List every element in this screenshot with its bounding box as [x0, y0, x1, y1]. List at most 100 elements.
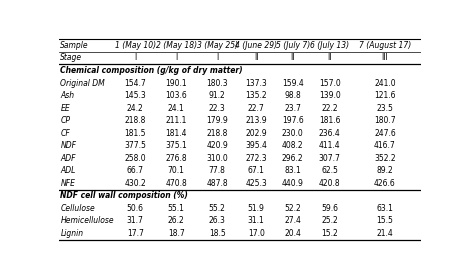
Text: 27.4: 27.4 [285, 216, 301, 225]
Text: 272.3: 272.3 [245, 154, 267, 163]
Text: I: I [134, 53, 136, 62]
Text: 211.1: 211.1 [166, 116, 187, 125]
Text: 63.1: 63.1 [376, 204, 394, 213]
Text: 3 (May 25): 3 (May 25) [197, 41, 238, 50]
Text: II: II [291, 53, 295, 62]
Text: 157.0: 157.0 [319, 79, 341, 88]
Text: Hemicellulose: Hemicellulose [60, 216, 114, 225]
Text: 430.2: 430.2 [124, 179, 146, 188]
Text: 181.6: 181.6 [319, 116, 341, 125]
Text: 236.4: 236.4 [319, 129, 341, 138]
Text: 55.1: 55.1 [168, 204, 185, 213]
Text: 51.9: 51.9 [248, 204, 264, 213]
Text: Cellulose: Cellulose [60, 204, 95, 213]
Text: 67.1: 67.1 [248, 166, 264, 175]
Text: I: I [175, 53, 177, 62]
Text: 213.9: 213.9 [245, 116, 267, 125]
Text: 83.1: 83.1 [285, 166, 301, 175]
Text: 7 (August 17): 7 (August 17) [359, 41, 411, 50]
Text: 23.5: 23.5 [376, 104, 394, 113]
Text: 23.7: 23.7 [285, 104, 301, 113]
Text: 24.1: 24.1 [168, 104, 184, 113]
Text: 276.8: 276.8 [165, 154, 187, 163]
Text: I: I [216, 53, 218, 62]
Text: 137.3: 137.3 [245, 79, 267, 88]
Text: 15.2: 15.2 [322, 229, 338, 238]
Text: 145.3: 145.3 [124, 91, 146, 100]
Text: 5 (July 7): 5 (July 7) [276, 41, 310, 50]
Text: 98.8: 98.8 [285, 91, 301, 100]
Text: 6 (July 13): 6 (July 13) [310, 41, 350, 50]
Text: 50.6: 50.6 [127, 204, 144, 213]
Text: 375.1: 375.1 [165, 141, 187, 150]
Text: 139.0: 139.0 [319, 91, 341, 100]
Text: 20.4: 20.4 [285, 229, 301, 238]
Text: 307.7: 307.7 [319, 154, 341, 163]
Text: Lignin: Lignin [60, 229, 83, 238]
Text: 180.3: 180.3 [206, 79, 228, 88]
Text: 408.2: 408.2 [282, 141, 304, 150]
Text: CP: CP [60, 116, 70, 125]
Text: II: II [254, 53, 258, 62]
Text: 66.7: 66.7 [127, 166, 144, 175]
Text: 241.0: 241.0 [374, 79, 396, 88]
Text: CF: CF [60, 129, 70, 138]
Text: 470.8: 470.8 [165, 179, 187, 188]
Text: 180.7: 180.7 [374, 116, 396, 125]
Text: NFE: NFE [60, 179, 75, 188]
Text: 426.6: 426.6 [374, 179, 396, 188]
Text: 420.9: 420.9 [206, 141, 228, 150]
Text: 26.3: 26.3 [209, 216, 226, 225]
Text: 52.2: 52.2 [285, 204, 301, 213]
Text: 247.6: 247.6 [374, 129, 396, 138]
Text: 487.8: 487.8 [206, 179, 228, 188]
Text: 21.4: 21.4 [377, 229, 393, 238]
Text: Ash: Ash [60, 91, 74, 100]
Text: 22.2: 22.2 [322, 104, 338, 113]
Text: NDF: NDF [60, 141, 76, 150]
Text: 89.2: 89.2 [377, 166, 393, 175]
Text: 181.4: 181.4 [166, 129, 187, 138]
Text: 440.9: 440.9 [282, 179, 304, 188]
Text: 154.7: 154.7 [124, 79, 146, 88]
Text: 59.6: 59.6 [322, 204, 338, 213]
Text: 70.1: 70.1 [168, 166, 185, 175]
Text: 190.1: 190.1 [165, 79, 187, 88]
Text: 18.7: 18.7 [168, 229, 184, 238]
Text: Stage: Stage [60, 53, 82, 62]
Text: 411.4: 411.4 [319, 141, 341, 150]
Text: 230.0: 230.0 [282, 129, 304, 138]
Text: 22.3: 22.3 [209, 104, 226, 113]
Text: 258.0: 258.0 [124, 154, 146, 163]
Text: 310.0: 310.0 [206, 154, 228, 163]
Text: 416.7: 416.7 [374, 141, 396, 150]
Text: 77.8: 77.8 [209, 166, 226, 175]
Text: NDF cell wall composition (%): NDF cell wall composition (%) [60, 191, 188, 200]
Text: EE: EE [60, 104, 70, 113]
Text: 26.2: 26.2 [168, 216, 184, 225]
Text: 218.8: 218.8 [124, 116, 146, 125]
Text: 4 (June 29): 4 (June 29) [235, 41, 277, 50]
Text: 352.2: 352.2 [374, 154, 396, 163]
Text: 103.6: 103.6 [165, 91, 187, 100]
Text: Chemical composition (g/kg of dry matter): Chemical composition (g/kg of dry matter… [60, 66, 243, 75]
Text: 2 (May 18): 2 (May 18) [156, 41, 197, 50]
Text: 17.7: 17.7 [127, 229, 144, 238]
Text: 296.2: 296.2 [282, 154, 304, 163]
Text: 425.3: 425.3 [245, 179, 267, 188]
Text: 218.8: 218.8 [206, 129, 228, 138]
Text: II: II [328, 53, 332, 62]
Text: 55.2: 55.2 [209, 204, 226, 213]
Text: 91.2: 91.2 [209, 91, 226, 100]
Text: 181.5: 181.5 [124, 129, 146, 138]
Text: 24.2: 24.2 [127, 104, 144, 113]
Text: 18.5: 18.5 [209, 229, 226, 238]
Text: 17.0: 17.0 [248, 229, 264, 238]
Text: 15.5: 15.5 [376, 216, 394, 225]
Text: 202.9: 202.9 [245, 129, 267, 138]
Text: Sample: Sample [60, 41, 89, 50]
Text: 377.5: 377.5 [124, 141, 146, 150]
Text: 31.1: 31.1 [248, 216, 264, 225]
Text: 1 (May 10): 1 (May 10) [115, 41, 156, 50]
Text: 420.8: 420.8 [319, 179, 341, 188]
